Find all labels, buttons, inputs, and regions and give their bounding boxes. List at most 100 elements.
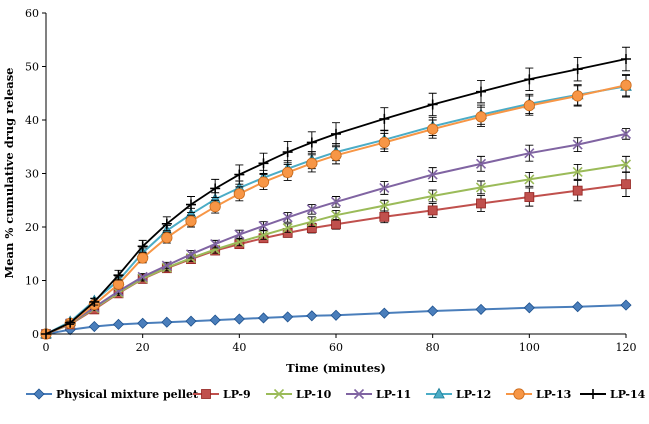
x-tick-label: 100 — [519, 341, 540, 354]
data-point-physical-mixture-pellet — [209, 314, 221, 326]
data-point-physical-mixture-pellet — [233, 313, 245, 325]
data-point-lp-10 — [379, 200, 390, 211]
data-point-lp-14 — [234, 169, 245, 180]
ticks: 0 10 20 30 40 50 60 0 20 40 60 80 100 120 — [25, 7, 637, 354]
data-point-lp-13 — [330, 149, 342, 161]
data-point-physical-mixture-pellet — [378, 307, 390, 319]
legend-swatch-marker — [513, 388, 525, 400]
legend-label: LP-14 — [610, 388, 646, 401]
data-point-lp-13 — [427, 123, 439, 135]
data-point-lp-10 — [620, 159, 632, 170]
data-point-lp-9 — [524, 192, 535, 202]
data-point-physical-mixture-pellet — [257, 312, 270, 324]
x-tick-label: 40 — [232, 341, 246, 354]
data-point-lp-14 — [89, 296, 100, 307]
legend: Physical mixture pellet LP-9 LP-10 LP-11 LP-… — [26, 387, 646, 401]
legend-swatch-marker — [273, 388, 285, 400]
data-point-physical-mixture-pellet — [282, 311, 294, 323]
data-point-lp-14 — [427, 99, 438, 110]
data-point-lp-11 — [475, 158, 487, 169]
data-point-lp-13 — [306, 157, 318, 169]
data-point-lp-11 — [161, 260, 172, 271]
y-axis-title: Mean % cumulative drug release — [2, 68, 16, 279]
data-point-lp-13 — [620, 79, 632, 91]
y-tick-label: 0 — [32, 328, 39, 341]
legend-swatch-marker — [433, 387, 445, 399]
data-point-physical-mixture-pellet — [88, 320, 100, 333]
data-point-lp-10 — [475, 182, 487, 193]
series-lp-11 — [40, 128, 632, 340]
legend-entry-lp-13: LP-13 — [506, 388, 571, 401]
data-point-lp-13 — [282, 166, 294, 179]
data-point-lp-14 — [113, 270, 124, 281]
data-point-lp-14 — [306, 137, 317, 148]
series-physical-mixture-pellet — [40, 299, 632, 340]
legend-swatch-marker — [353, 388, 365, 400]
data-point-physical-mixture-pellet — [185, 315, 197, 327]
data-point-lp-13 — [209, 201, 221, 213]
data-point-lp-14 — [161, 218, 172, 229]
legend-swatch-marker — [201, 389, 211, 399]
data-point-lp-14 — [258, 158, 269, 169]
x-tick-label: 20 — [136, 341, 150, 354]
data-point-lp-11 — [210, 239, 221, 250]
data-point-physical-mixture-pellet — [427, 305, 439, 317]
data-point-lp-10 — [306, 216, 317, 227]
legend-entry-lp-14: LP-14 — [580, 388, 646, 401]
x-axis-title: Time (minutes) — [286, 361, 386, 375]
data-point-lp-11 — [185, 249, 197, 260]
data-point-lp-10 — [572, 166, 583, 177]
legend-entry-lp-9: LP-9 — [193, 388, 251, 401]
data-point-lp-14 — [621, 54, 631, 65]
data-point-lp-13 — [137, 252, 149, 264]
legend-label: LP-10 — [296, 388, 332, 401]
data-point-lp-10 — [282, 223, 293, 234]
legend-entry-physical-mixture-pellet: Physical mixture pellet — [26, 388, 199, 401]
data-point-physical-mixture-pellet — [523, 302, 535, 314]
data-point-physical-mixture-pellet — [620, 299, 632, 311]
data-point-physical-mixture-pellet — [161, 316, 173, 328]
legend-swatch-marker — [588, 389, 598, 399]
y-tick-label: 60 — [25, 7, 39, 20]
x-tick-label: 120 — [616, 341, 637, 354]
data-point-lp-10 — [258, 229, 269, 241]
data-point-physical-mixture-pellet — [306, 310, 318, 322]
data-point-lp-11 — [620, 128, 632, 139]
data-point-lp-9 — [621, 179, 631, 190]
legend-label: LP-13 — [536, 388, 571, 401]
data-point-lp-9 — [476, 198, 486, 209]
data-point-lp-11 — [524, 148, 535, 159]
data-point-lp-10 — [330, 210, 342, 221]
data-point-lp-14 — [186, 199, 196, 210]
data-point-lp-11 — [330, 196, 342, 207]
data-point-lp-14 — [282, 147, 293, 158]
data-point-lp-14 — [331, 128, 341, 139]
y-tick-label: 50 — [25, 61, 39, 74]
data-point-lp-13 — [112, 278, 125, 290]
data-point-lp-14 — [137, 241, 148, 252]
x-tick-label: 60 — [329, 341, 343, 354]
data-point-lp-13 — [572, 90, 584, 102]
x-tick-label: 0 — [43, 341, 50, 354]
legend-label: LP-9 — [223, 388, 251, 401]
data-point-lp-10 — [427, 190, 438, 202]
data-point-lp-14 — [65, 317, 76, 328]
y-tick-label: 10 — [25, 275, 39, 288]
data-point-lp-13 — [233, 188, 245, 200]
data-point-lp-14 — [476, 86, 486, 97]
data-point-lp-13 — [161, 232, 173, 244]
axes — [45, 13, 626, 335]
data-point-physical-mixture-pellet — [475, 303, 487, 315]
data-point-lp-11 — [427, 169, 438, 180]
data-point-lp-11 — [234, 229, 245, 240]
data-point-lp-14 — [524, 74, 535, 85]
data-point-physical-mixture-pellet — [572, 301, 584, 313]
data-point-physical-mixture-pellet — [112, 318, 125, 330]
legend-entry-lp-12: LP-12 — [426, 387, 491, 401]
legend-label: LP-12 — [456, 388, 491, 401]
data-point-lp-11 — [137, 271, 148, 282]
data-point-lp-9 — [379, 211, 390, 222]
data-point-lp-10 — [524, 174, 535, 185]
legend-entry-lp-11: LP-11 — [346, 388, 411, 401]
legend-label: Physical mixture pellet — [56, 388, 199, 401]
